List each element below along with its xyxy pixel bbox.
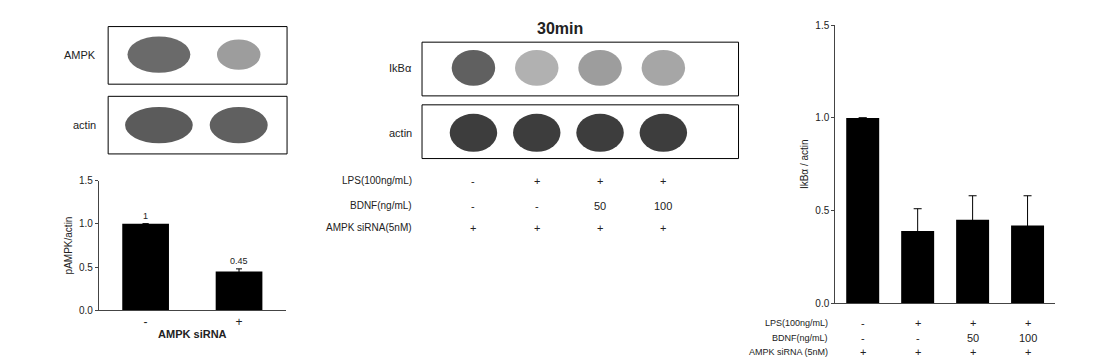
svg-text:50: 50 <box>967 332 979 344</box>
svg-text:1: 1 <box>143 211 148 221</box>
svg-text:AMPK siRNA: AMPK siRNA <box>158 328 227 340</box>
svg-text:-: - <box>861 332 865 344</box>
svg-text:+: + <box>1025 317 1031 329</box>
svg-text:LPS(100ng/mL): LPS(100ng/mL) <box>765 318 828 328</box>
svg-text:AMPK: AMPK <box>64 49 96 61</box>
svg-text:+: + <box>915 317 921 329</box>
svg-text:100: 100 <box>654 200 672 212</box>
svg-text:1.5: 1.5 <box>815 20 829 31</box>
svg-text:+: + <box>860 346 866 358</box>
svg-text:+: + <box>534 222 540 234</box>
svg-text:BDNF(ng/mL): BDNF(ng/mL) <box>772 333 828 343</box>
svg-text:BDNF(ng/mL): BDNF(ng/mL) <box>350 200 412 211</box>
svg-text:actin: actin <box>389 127 412 139</box>
svg-text:pAMPK/actin: pAMPK/actin <box>63 217 74 275</box>
svg-text:+: + <box>597 222 603 234</box>
svg-text:+: + <box>1025 346 1031 358</box>
svg-text:-: - <box>471 175 475 187</box>
svg-text:AMPK siRNA (5nM): AMPK siRNA (5nM) <box>749 347 828 357</box>
svg-text:1.0: 1.0 <box>815 112 829 123</box>
svg-text:+: + <box>970 346 976 358</box>
svg-text:-: - <box>916 332 920 344</box>
svg-text:actin: actin <box>73 119 96 131</box>
svg-text:+: + <box>970 317 976 329</box>
svg-text:0.5: 0.5 <box>815 205 829 216</box>
svg-text:100: 100 <box>1019 332 1037 344</box>
svg-text:0.0: 0.0 <box>815 298 829 309</box>
svg-text:+: + <box>236 315 243 329</box>
svg-text:+: + <box>597 175 603 187</box>
svg-text:50: 50 <box>594 200 606 212</box>
svg-text:+: + <box>660 175 666 187</box>
svg-text:30min: 30min <box>537 20 583 37</box>
svg-text:-: - <box>144 315 148 329</box>
svg-text:IkBα / actin: IkBα / actin <box>799 139 810 189</box>
svg-text:+: + <box>915 346 921 358</box>
svg-text:-: - <box>535 200 539 212</box>
svg-text:IkBα: IkBα <box>389 62 412 74</box>
svg-text:0.5: 0.5 <box>79 262 93 273</box>
svg-text:0.45: 0.45 <box>230 256 248 266</box>
svg-text:-: - <box>861 317 865 329</box>
svg-text:0.0: 0.0 <box>79 305 93 316</box>
svg-text:+: + <box>660 222 666 234</box>
svg-text:1.5: 1.5 <box>79 175 93 186</box>
svg-text:1.0: 1.0 <box>79 218 93 229</box>
svg-text:+: + <box>534 175 540 187</box>
svg-text:+: + <box>470 222 476 234</box>
svg-text:-: - <box>471 200 475 212</box>
svg-text:AMPK siRNA(5nM): AMPK siRNA(5nM) <box>326 222 412 233</box>
svg-text:LPS(100ng/mL): LPS(100ng/mL) <box>342 175 412 186</box>
